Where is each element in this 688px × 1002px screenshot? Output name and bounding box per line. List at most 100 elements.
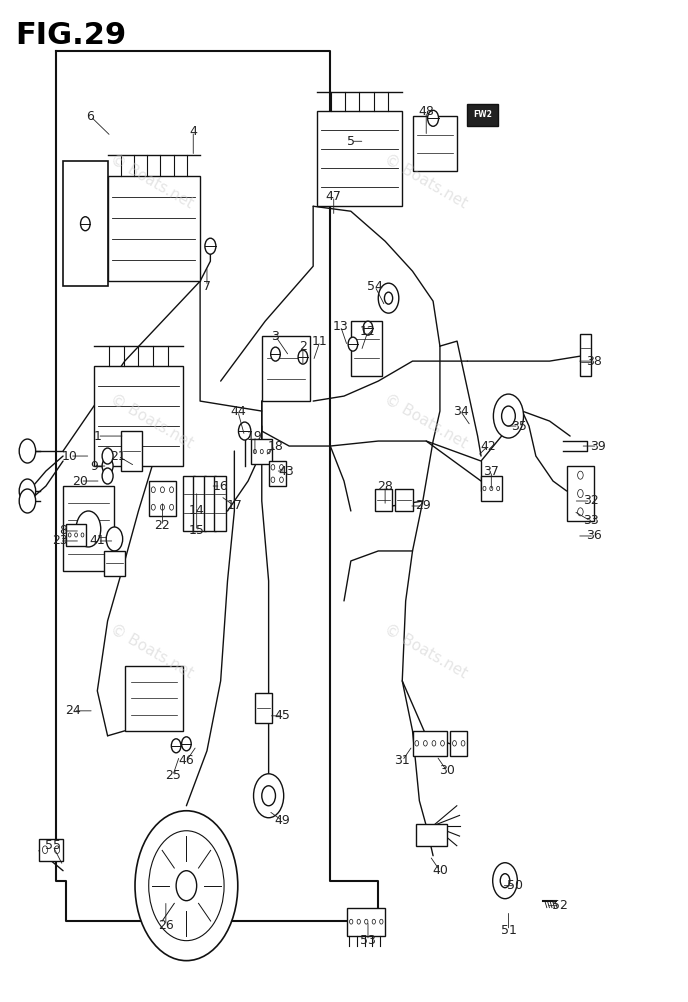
Text: 21: 21 [110, 450, 126, 463]
Text: FIG.29: FIG.29 [15, 21, 127, 50]
Text: 48: 48 [418, 105, 434, 118]
FancyBboxPatch shape [481, 476, 502, 501]
Text: 45: 45 [275, 709, 290, 722]
Circle shape [68, 533, 71, 537]
Text: 40: 40 [432, 864, 448, 877]
Text: 41: 41 [89, 534, 105, 547]
Text: 30: 30 [439, 765, 455, 778]
Text: 14: 14 [189, 504, 204, 517]
FancyBboxPatch shape [125, 666, 183, 730]
Text: 46: 46 [178, 755, 194, 768]
Circle shape [493, 863, 517, 899]
Circle shape [357, 919, 361, 924]
FancyBboxPatch shape [149, 481, 176, 516]
Text: 15: 15 [189, 524, 204, 537]
Text: 32: 32 [583, 495, 599, 507]
Circle shape [149, 831, 224, 941]
Text: 19: 19 [247, 430, 263, 443]
Circle shape [271, 465, 275, 470]
FancyBboxPatch shape [375, 489, 392, 511]
FancyBboxPatch shape [581, 334, 591, 376]
Circle shape [483, 486, 486, 491]
FancyBboxPatch shape [193, 476, 206, 531]
Text: 28: 28 [377, 480, 393, 493]
Circle shape [493, 394, 524, 438]
Circle shape [54, 846, 60, 854]
Circle shape [270, 347, 280, 361]
FancyBboxPatch shape [567, 466, 594, 521]
Text: 51: 51 [500, 924, 517, 937]
Circle shape [271, 477, 275, 483]
Circle shape [380, 919, 383, 924]
Circle shape [151, 487, 155, 493]
Circle shape [135, 811, 238, 961]
Text: 26: 26 [158, 919, 173, 932]
Circle shape [261, 786, 275, 806]
Circle shape [106, 527, 122, 551]
FancyBboxPatch shape [316, 111, 402, 206]
Text: 34: 34 [453, 405, 469, 418]
Text: © Boats.net: © Boats.net [382, 151, 471, 211]
Text: © Boats.net: © Boats.net [108, 151, 196, 211]
Circle shape [151, 504, 155, 510]
FancyBboxPatch shape [107, 176, 200, 282]
Circle shape [298, 350, 308, 364]
Circle shape [80, 216, 90, 230]
FancyBboxPatch shape [63, 161, 107, 287]
FancyBboxPatch shape [416, 824, 447, 846]
Text: 52: 52 [552, 899, 568, 912]
Text: 4: 4 [189, 125, 197, 138]
Circle shape [160, 487, 164, 493]
Circle shape [169, 487, 173, 493]
Circle shape [254, 774, 283, 818]
Circle shape [81, 533, 84, 537]
Text: 2: 2 [299, 340, 307, 353]
Text: 10: 10 [62, 450, 78, 463]
FancyBboxPatch shape [268, 461, 286, 486]
Circle shape [372, 919, 376, 924]
FancyBboxPatch shape [255, 692, 272, 722]
Text: 39: 39 [590, 440, 605, 453]
Circle shape [424, 740, 427, 746]
FancyBboxPatch shape [104, 551, 125, 576]
Text: 22: 22 [155, 519, 171, 532]
Text: 29: 29 [415, 499, 431, 512]
Circle shape [171, 738, 181, 753]
FancyBboxPatch shape [396, 489, 413, 511]
Circle shape [578, 489, 583, 498]
Circle shape [385, 293, 393, 305]
Circle shape [500, 874, 510, 888]
Text: 16: 16 [213, 480, 228, 493]
FancyBboxPatch shape [183, 476, 195, 531]
Text: 3: 3 [272, 330, 279, 343]
Text: © Boats.net: © Boats.net [108, 391, 196, 451]
FancyBboxPatch shape [39, 839, 63, 861]
FancyBboxPatch shape [94, 366, 183, 466]
FancyBboxPatch shape [413, 730, 447, 756]
Circle shape [253, 449, 257, 454]
Text: © Boats.net: © Boats.net [382, 621, 471, 680]
Circle shape [182, 736, 191, 750]
Circle shape [497, 486, 499, 491]
Circle shape [76, 511, 100, 547]
Text: 35: 35 [510, 420, 527, 433]
Text: 37: 37 [484, 465, 499, 478]
Text: 49: 49 [275, 815, 290, 828]
Circle shape [279, 465, 283, 470]
Text: 5: 5 [347, 135, 355, 147]
FancyBboxPatch shape [252, 439, 272, 464]
Circle shape [415, 740, 419, 746]
Circle shape [440, 740, 444, 746]
FancyBboxPatch shape [351, 321, 382, 376]
Circle shape [502, 406, 515, 426]
Circle shape [19, 439, 36, 463]
Text: 38: 38 [586, 355, 602, 368]
FancyBboxPatch shape [467, 104, 498, 126]
Text: 6: 6 [87, 110, 94, 123]
Text: 1: 1 [94, 430, 101, 443]
Text: 20: 20 [72, 475, 88, 488]
Circle shape [350, 919, 353, 924]
Text: 50: 50 [507, 879, 524, 892]
FancyBboxPatch shape [261, 336, 310, 401]
Circle shape [279, 477, 283, 483]
